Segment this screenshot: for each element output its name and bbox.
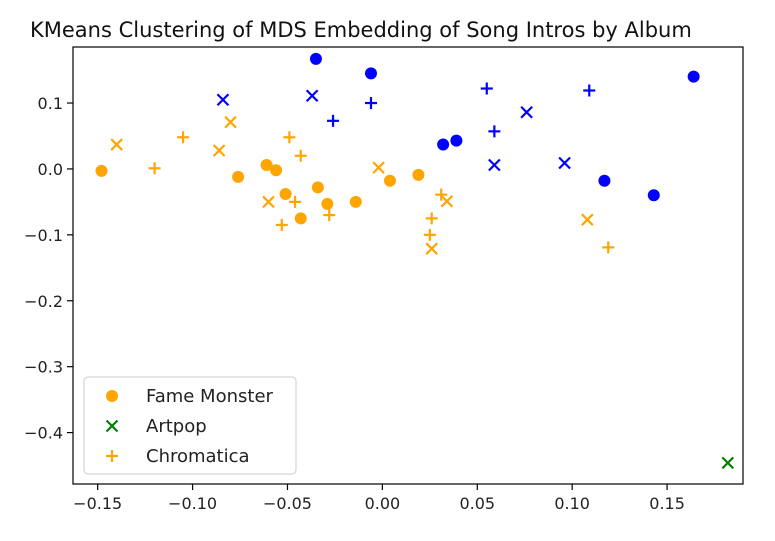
data-point-stroke	[440, 194, 454, 208]
legend-marker	[106, 450, 118, 462]
data-point	[95, 164, 108, 177]
y-tick-label: −0.1	[24, 226, 63, 245]
legend-label: Fame Monster	[146, 386, 274, 407]
data-point	[558, 156, 571, 170]
data-point-stroke	[488, 158, 501, 172]
data-point	[602, 241, 615, 254]
data-point	[262, 195, 275, 209]
x-tick-label: 0.00	[365, 494, 401, 513]
data-point	[450, 134, 463, 147]
data-point	[279, 187, 292, 200]
data-point-stroke	[372, 161, 385, 174]
data-point	[425, 242, 439, 255]
data-point	[480, 82, 493, 95]
data-point	[232, 170, 245, 183]
chart-title: KMeans Clustering of MDS Embedding of So…	[30, 18, 692, 42]
data-point	[311, 181, 324, 194]
data-point-stroke	[212, 144, 226, 157]
data-point-stroke	[216, 93, 230, 107]
data-point-stroke	[425, 242, 439, 255]
data-point	[270, 164, 283, 177]
x-tick-label: −0.15	[73, 494, 122, 513]
legend: Fame Monster Artpop Chromatica	[83, 376, 297, 475]
data-point-stroke	[224, 115, 237, 129]
x-tick-label: −0.05	[263, 494, 312, 513]
y-tick-label: 0.1	[38, 94, 63, 113]
data-point	[520, 105, 533, 119]
data-point	[283, 131, 296, 144]
y-tick-label: −0.2	[24, 292, 63, 311]
data-point	[583, 84, 596, 97]
y-tick-label: −0.4	[24, 424, 63, 443]
x-tick-label: 0.10	[554, 494, 590, 513]
data-point	[364, 67, 377, 80]
data-point-stroke	[262, 195, 275, 209]
data-point	[294, 212, 307, 225]
data-point	[372, 161, 385, 174]
data-point	[488, 125, 501, 138]
legend-label: Artpop	[146, 416, 207, 437]
data-point	[289, 195, 302, 208]
data-point	[327, 114, 340, 127]
x-tick-label: 0.15	[649, 494, 685, 513]
data-point	[364, 97, 377, 110]
data-point	[598, 174, 611, 187]
data-point	[425, 212, 438, 225]
data-point	[224, 115, 237, 129]
data-point	[216, 93, 230, 107]
y-tick-label: −0.3	[24, 358, 63, 377]
data-point	[177, 131, 190, 144]
plot-area: −0.15 −0.10 −0.05 0.00 0.05 0.10 0.15 0.1 0.0 −0.…	[24, 46, 744, 513]
data-point	[260, 158, 273, 171]
legend-label: Chromatica	[146, 446, 250, 467]
legend-box	[83, 376, 297, 475]
data-point-stroke	[305, 89, 319, 103]
data-point	[321, 197, 334, 210]
data-point	[435, 188, 448, 201]
series-fame-monster	[95, 52, 700, 225]
data-point-stroke	[581, 213, 594, 226]
data-point	[148, 162, 161, 175]
data-point	[383, 174, 396, 187]
data-point	[294, 149, 307, 162]
legend-marker	[106, 390, 118, 402]
data-point	[309, 52, 322, 65]
axes-frame	[72, 46, 744, 485]
legend-marker-stroke	[105, 419, 119, 433]
series-artpop	[110, 89, 735, 470]
data-point	[110, 138, 123, 151]
y-tick-label: 0.0	[38, 160, 63, 179]
data-point	[275, 218, 288, 231]
data-point	[349, 195, 362, 208]
data-point	[437, 138, 450, 151]
data-point-stroke	[558, 156, 571, 170]
data-point	[488, 158, 501, 172]
legend-marker	[105, 419, 119, 433]
data-point-stroke	[110, 138, 123, 151]
data-point	[721, 456, 735, 470]
data-point	[212, 144, 226, 157]
x-tick-label: 0.05	[459, 494, 495, 513]
data-point	[581, 213, 594, 226]
data-point	[687, 70, 700, 83]
data-point	[305, 89, 319, 103]
data-point	[647, 189, 660, 202]
data-point-stroke	[520, 105, 533, 119]
data-point	[412, 168, 425, 181]
data-point	[423, 228, 436, 241]
x-tick-label: −0.10	[168, 494, 217, 513]
data-point	[440, 194, 454, 208]
data-point-stroke	[721, 456, 735, 470]
data-point	[323, 209, 336, 222]
series-chromatica	[148, 82, 615, 254]
